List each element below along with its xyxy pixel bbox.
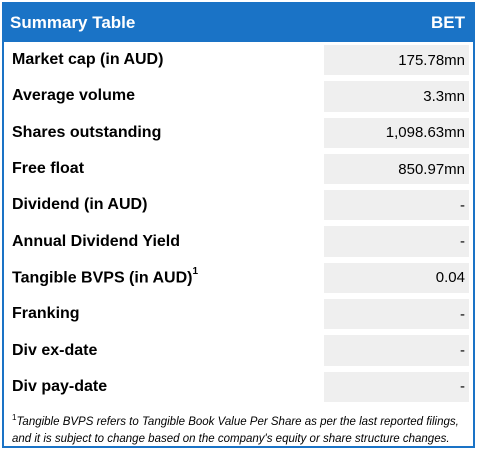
row-value: 3.3mn xyxy=(324,81,469,112)
table-row: Div pay-date - xyxy=(4,369,473,405)
table-row: Average volume 3.3mn xyxy=(4,78,473,114)
footnote-marker: 1 xyxy=(192,266,199,278)
table-row: Tangible BVPS (in AUD)1 0.04 xyxy=(4,260,473,296)
row-label: Shares outstanding xyxy=(12,123,162,141)
row-label: Franking xyxy=(12,305,80,323)
row-label: Average volume xyxy=(12,87,136,105)
table-row: Free float 850.97mn xyxy=(4,151,473,187)
row-value: 175.78mn xyxy=(324,45,469,76)
table-row: Dividend (in AUD) - xyxy=(4,187,473,223)
row-label: Dividend (in AUD) xyxy=(12,196,148,214)
table-body: Market cap (in AUD) 175.78mn Average vol… xyxy=(4,42,473,405)
summary-table: Summary Table BET Market cap (in AUD) 17… xyxy=(2,2,475,448)
row-label: Div pay-date xyxy=(12,377,108,395)
row-value: - xyxy=(324,226,469,257)
table-row: Div ex-date - xyxy=(4,332,473,368)
table-row: Market cap (in AUD) 175.78mn xyxy=(4,42,473,78)
row-label: Annual Dividend Yield xyxy=(12,232,181,250)
row-label: Free float xyxy=(12,160,85,178)
row-label: Market cap (in AUD) xyxy=(12,51,164,69)
table-row: Franking - xyxy=(4,296,473,332)
table-header: Summary Table BET xyxy=(4,4,473,42)
table-row: Annual Dividend Yield - xyxy=(4,223,473,259)
row-value: 850.97mn xyxy=(324,153,469,185)
footnote: 1Tangible BVPS refers to Tangible Book V… xyxy=(12,409,467,448)
row-value: - xyxy=(324,299,469,330)
row-value: - xyxy=(324,371,469,402)
row-label-with-footnote: Tangible BVPS (in AUD)1 xyxy=(4,266,330,287)
row-value: 0.04 xyxy=(324,262,469,294)
table-title: Summary Table xyxy=(10,13,136,32)
footnote-number: 1 xyxy=(12,413,17,422)
ticker-label: BET xyxy=(431,13,465,32)
table-row: Shares outstanding 1,098.63mn xyxy=(4,115,473,151)
row-value: - xyxy=(324,190,469,221)
row-value: 1,098.63mn xyxy=(324,117,469,148)
row-label: Div ex-date xyxy=(12,341,98,359)
footnote-text: Tangible BVPS refers to Tangible Book Va… xyxy=(12,415,459,445)
row-value: - xyxy=(324,335,469,366)
row-label-text: Tangible BVPS (in AUD) xyxy=(12,269,193,287)
